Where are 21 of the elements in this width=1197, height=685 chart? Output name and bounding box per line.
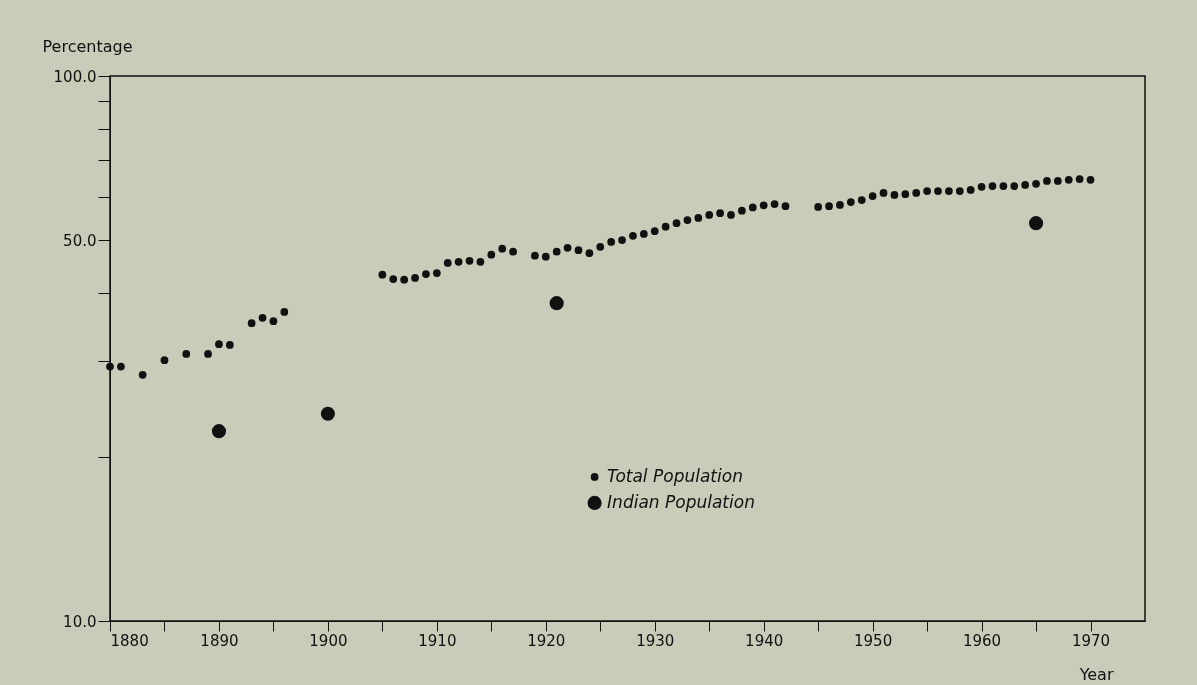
point [1028,216,1044,231]
x-tick-label: 1970 [1071,631,1111,650]
legend-label: Indian Population [607,491,755,512]
point [320,406,335,421]
x-axis-title: Year [1078,664,1114,684]
legend-label: Total Population [607,465,743,486]
x-tick-label: 1950 [854,631,893,650]
y-tick-label: 10.0 [63,612,97,631]
x-tick-label: 1930 [636,631,675,650]
y-tick-label: 50.0 [63,231,97,250]
y-tick-label: 100.0 [53,67,97,86]
x-tick-label: 1880 [110,631,149,650]
y-axis-title: Percentage [42,36,133,56]
x-tick-label: 1920 [527,631,566,650]
point [549,296,564,311]
point [211,424,227,439]
x-tick-label: 1900 [309,631,348,650]
x-tick-label: 1940 [745,631,784,650]
x-tick-label: 1890 [200,631,239,650]
x-tick-label: 1910 [418,631,457,650]
x-tick-label: 1960 [962,631,1002,650]
